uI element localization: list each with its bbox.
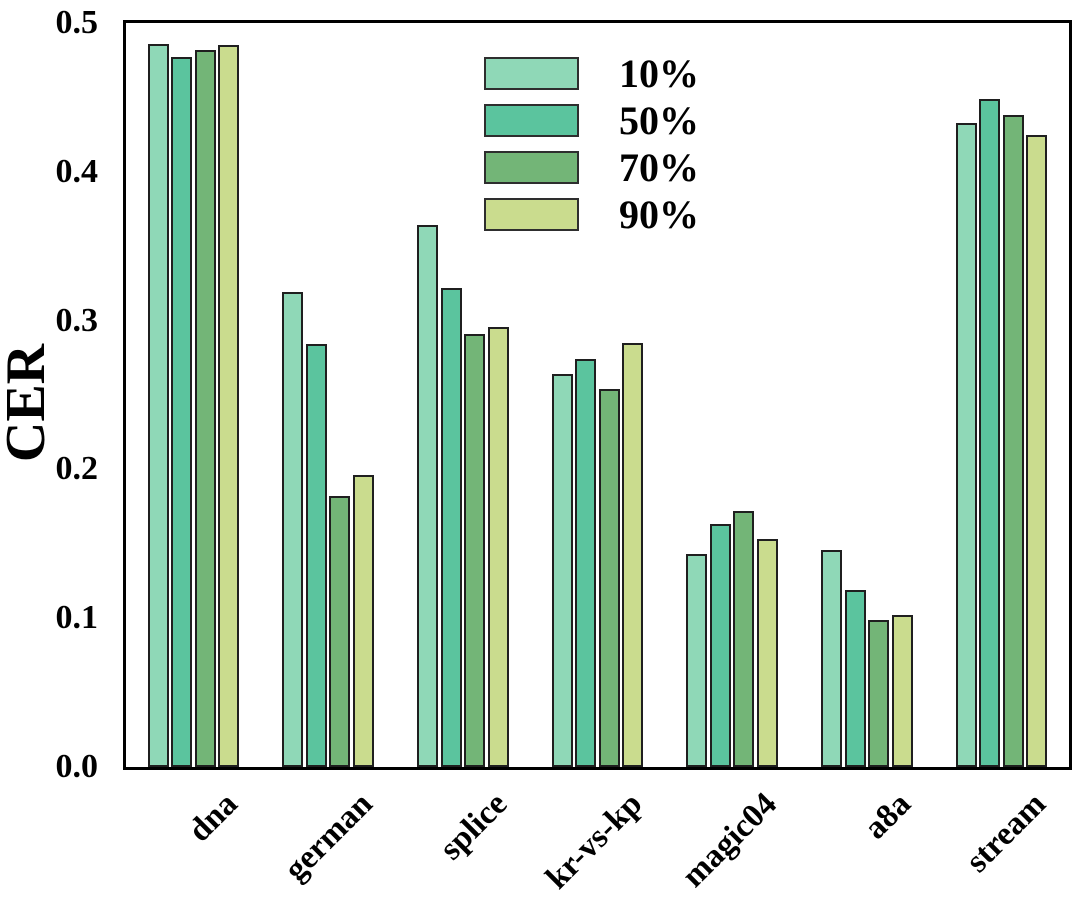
y-tick-label: 0.2: [55, 450, 99, 488]
legend-item-70%: 70%: [484, 147, 699, 187]
legend-swatch-icon: [484, 198, 579, 231]
bar-a8a-10%: [821, 549, 843, 767]
bar-stream-70%: [1002, 115, 1024, 767]
bar-magic04-90%: [756, 539, 778, 767]
bar-magic04-50%: [709, 524, 731, 767]
bar-kr-vs-kp-90%: [622, 342, 644, 767]
bar-kr-vs-kp-70%: [598, 389, 620, 767]
y-tick-label: 0.4: [55, 152, 99, 190]
x-tick-label-german: german: [277, 786, 380, 888]
y-tick-label: 0.0: [55, 748, 99, 785]
bar-magic04-70%: [733, 511, 755, 767]
bar-dna-50%: [171, 57, 193, 767]
y-tick-label: 0.5: [55, 4, 99, 41]
bar-stream-50%: [979, 98, 1001, 767]
bar-splice-50%: [440, 287, 462, 767]
bar-dna-90%: [218, 45, 240, 767]
x-tick-label-dna: dna: [181, 786, 245, 850]
bar-stream-90%: [1026, 134, 1048, 767]
legend-item-50%: 50%: [484, 100, 699, 140]
bar-a8a-50%: [844, 589, 866, 767]
bar-german-10%: [282, 292, 304, 767]
x-tick-label-stream: stream: [959, 786, 1054, 880]
bar-dna-70%: [194, 49, 216, 767]
legend-label: 10%: [619, 50, 699, 96]
bar-splice-70%: [464, 334, 486, 767]
legend-item-90%: 90%: [484, 194, 699, 234]
plot-area: 10% 50% 70% 90%: [123, 20, 1072, 770]
legend-item-10%: 10%: [484, 53, 699, 93]
legend-swatch-icon: [484, 57, 579, 90]
x-tick-label-magic04: magic04: [675, 786, 784, 895]
legend-label: 90%: [619, 191, 699, 237]
bar-a8a-70%: [868, 619, 890, 767]
bar-dna-10%: [147, 43, 169, 767]
bar-german-90%: [352, 475, 374, 767]
legend-label: 70%: [619, 144, 699, 190]
bar-german-50%: [305, 344, 327, 767]
legend-label: 50%: [619, 97, 699, 143]
bar-a8a-90%: [891, 615, 913, 767]
x-tick-label-kr-vs-kp: kr-vs-kp: [538, 786, 649, 897]
bar-magic04-10%: [686, 554, 708, 767]
y-axis-title: CER: [0, 343, 57, 463]
legend-swatch-icon: [484, 104, 579, 137]
bar-splice-90%: [487, 326, 509, 767]
y-tick-label: 0.3: [55, 301, 99, 339]
legend-swatch-icon: [484, 151, 579, 184]
y-tick-label: 0.1: [55, 599, 99, 637]
bar-splice-10%: [417, 225, 439, 767]
bar-kr-vs-kp-10%: [551, 374, 573, 767]
bar-german-70%: [329, 496, 351, 767]
bar-kr-vs-kp-50%: [575, 359, 597, 767]
bar-stream-10%: [955, 122, 977, 767]
x-tick-label-splice: splice: [433, 786, 515, 868]
legend: 10% 50% 70% 90%: [484, 53, 699, 245]
x-tick-label-a8a: a8a: [857, 786, 919, 847]
